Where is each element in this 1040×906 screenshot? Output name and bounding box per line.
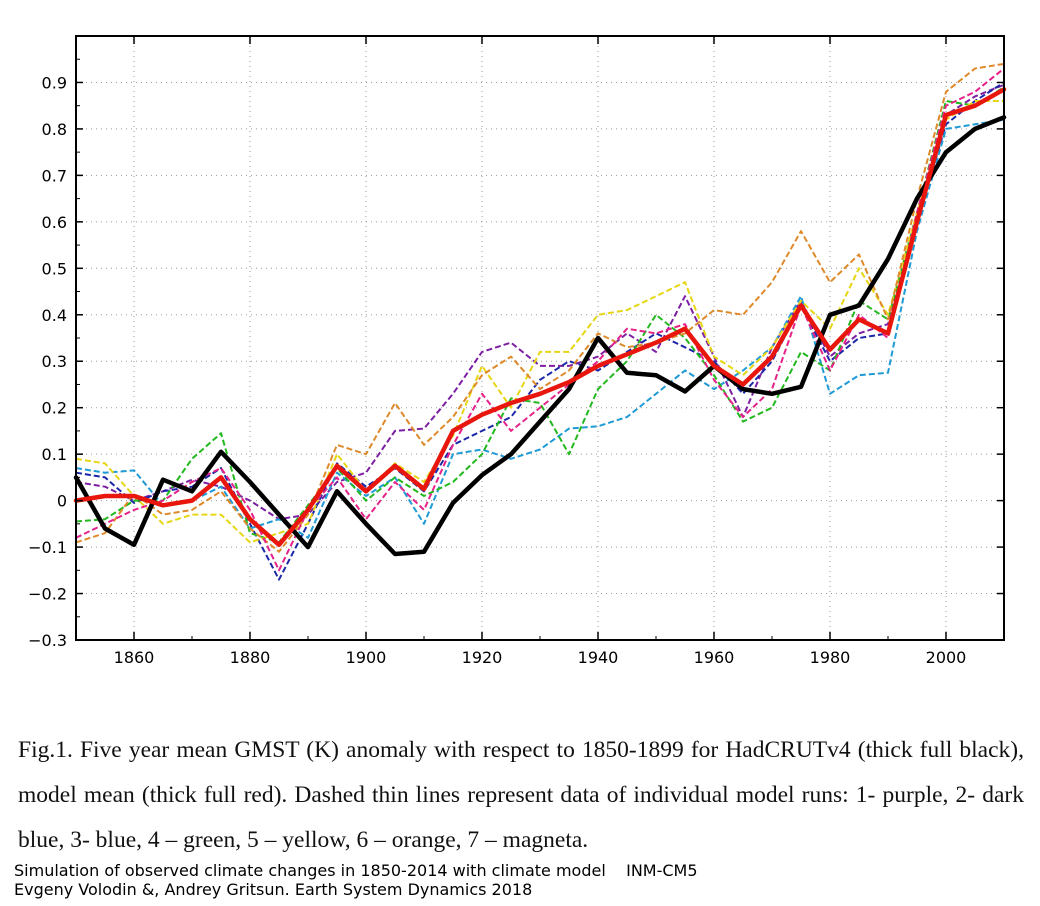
y-tick-label: 0.9 (42, 73, 67, 92)
chart-grid (76, 36, 1004, 641)
y-tick-label: 0 (57, 492, 67, 511)
chart-series (73, 62, 1007, 581)
y-tick-label: 0.8 (42, 120, 67, 139)
y-tick-label: 0.1 (42, 445, 67, 464)
y-tick-label: −0.2 (28, 585, 67, 604)
series-line-3-blue (75, 118, 1005, 539)
y-tick-label: 0.5 (42, 259, 67, 278)
x-tick-label: 1940 (578, 648, 619, 667)
x-tick-label: 2000 (926, 648, 967, 667)
x-tick-label: 1860 (114, 648, 155, 667)
y-tick-label: −0.3 (28, 631, 67, 650)
credit-line-title: Simulation of observed climate changes i… (14, 861, 698, 880)
x-tick-label: 1880 (230, 648, 271, 667)
credit-line-authors: Evgeny Volodin &, Andrey Gritsun. Earth … (14, 880, 533, 899)
source-credit: Simulation of observed climate changes i… (14, 861, 698, 899)
y-tick-label: 0.4 (42, 306, 67, 325)
series-line-hadcrutv4 (73, 115, 1007, 557)
y-tick-label: 0.7 (42, 166, 67, 185)
x-tick-label: 1920 (462, 648, 503, 667)
y-tick-label: −0.1 (28, 538, 67, 557)
series-line-1-purple (75, 83, 1005, 521)
series-line-2-dark-blue (75, 81, 1005, 581)
x-tick-label: 1960 (694, 648, 735, 667)
x-tick-label: 1900 (346, 648, 387, 667)
figure-caption: Fig.1. Five year mean GMST (K) anomaly w… (18, 737, 1024, 853)
series-line-4-green (75, 86, 1005, 544)
series-line-6-orange (75, 62, 1005, 553)
y-tick-label: 0.3 (42, 352, 67, 371)
y-tick-label: 0.2 (42, 399, 67, 418)
series-line-7-magneta (75, 67, 1005, 572)
y-tick-label: 0.6 (42, 213, 67, 232)
series-line-model-mean (73, 87, 1007, 548)
axis-ticks: −0.3 −0.2 −0.1 0 0.1 0.2 0.3 0.4 0.5 0.6 0.7 0.8 0.9… (28, 35, 1005, 667)
series-line-5-yellow (75, 100, 1004, 544)
temperature-anomaly-chart: −0.3 −0.2 −0.1 0 0.1 0.2 0.3 0.4 0.5 0.6 0.7 0.8 0.9… (28, 35, 1007, 667)
x-tick-label: 1980 (810, 648, 851, 667)
